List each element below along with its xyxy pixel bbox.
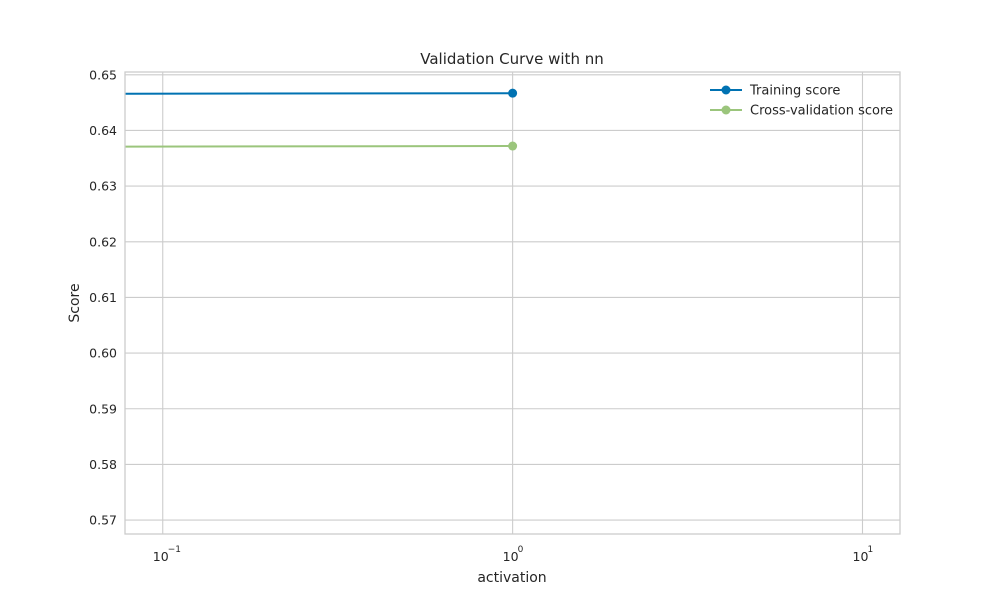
legend-swatch-marker (721, 105, 731, 115)
y-tick-label: 0.64 (89, 123, 117, 138)
y-tick-label: 0.57 (89, 513, 117, 528)
legend-label: Cross-validation score (750, 104, 893, 119)
cross-validation-score-marker (508, 141, 518, 151)
plot-frame (124, 71, 901, 535)
x-tick-base: 10 (503, 549, 519, 564)
legend: Training score Cross-validation score (710, 84, 893, 119)
x-tick-label: 10 0 (503, 545, 524, 564)
x-tick-exponent: 0 (518, 545, 524, 555)
grid (125, 72, 900, 534)
x-axis-label: activation (477, 570, 546, 586)
training-score-line (124, 92, 513, 95)
legend-label: Training score (749, 84, 840, 99)
y-tick-label: 0.65 (89, 67, 117, 82)
y-axis-label: Score (67, 283, 83, 322)
y-tick-label: 0.62 (89, 234, 117, 249)
cross-validation-score-line (124, 145, 513, 148)
legend-swatch-marker (721, 85, 731, 95)
chart-title: Validation Curve with nn (420, 50, 603, 68)
x-tick-exponent: 1 (867, 545, 873, 555)
y-tick-label: 0.63 (89, 179, 117, 194)
y-tick-label: 0.61 (89, 290, 117, 305)
x-tick-label: 10 −1 (153, 545, 181, 564)
legend-item-training-score: Training score (710, 84, 840, 99)
plot-series (124, 88, 518, 151)
x-tick-exponent: −1 (168, 545, 181, 555)
x-tick-base: 10 (853, 549, 869, 564)
y-tick-label: 0.59 (89, 401, 117, 416)
x-tick-base: 10 (153, 549, 169, 564)
x-tick-label: 10 1 (853, 545, 874, 564)
training-score-marker (508, 88, 518, 98)
y-tick-label: 0.60 (89, 346, 117, 361)
legend-item-cross-validation-score: Cross-validation score (710, 104, 893, 119)
y-tick-label: 0.58 (89, 457, 117, 472)
